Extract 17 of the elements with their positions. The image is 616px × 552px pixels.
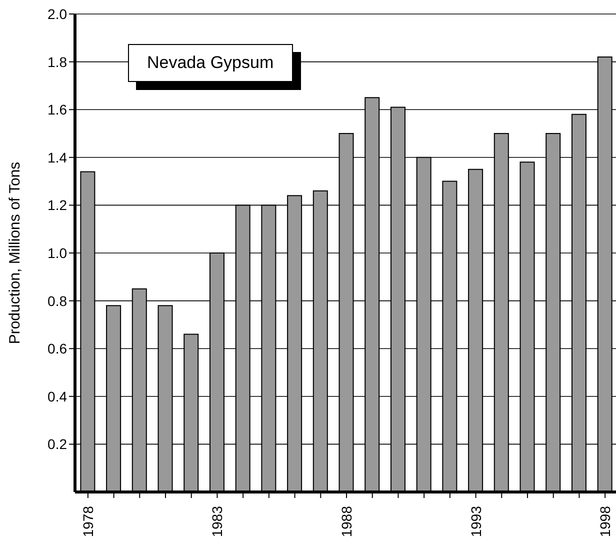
text: Nevada Gypsum	[128, 44, 293, 82]
y-tick-label: 1.0	[48, 244, 68, 261]
y-tick-label: 0.4	[48, 388, 68, 404]
y-tick-label: 1.2	[48, 197, 68, 214]
x-tick-label: 1988	[338, 506, 354, 538]
y-axis-title: Production, Millions of Tons	[6, 162, 24, 344]
x-tick-label: 1998	[597, 506, 614, 538]
y-tick-label: 1.6	[48, 102, 68, 118]
y-tick-label: 0.2	[48, 436, 68, 452]
x-tick-label: 1993	[468, 506, 484, 538]
y-tick-label: 2.0	[48, 6, 68, 22]
x-tick-label: 1978	[80, 506, 96, 538]
y-tick-label: 1.8	[48, 54, 68, 70]
x-tick-label: 1983	[209, 506, 226, 538]
y-tick-label: 1.4	[48, 149, 68, 166]
y-tick-label: 0.6	[48, 340, 68, 357]
y-tick-label: 0.8	[48, 292, 68, 309]
